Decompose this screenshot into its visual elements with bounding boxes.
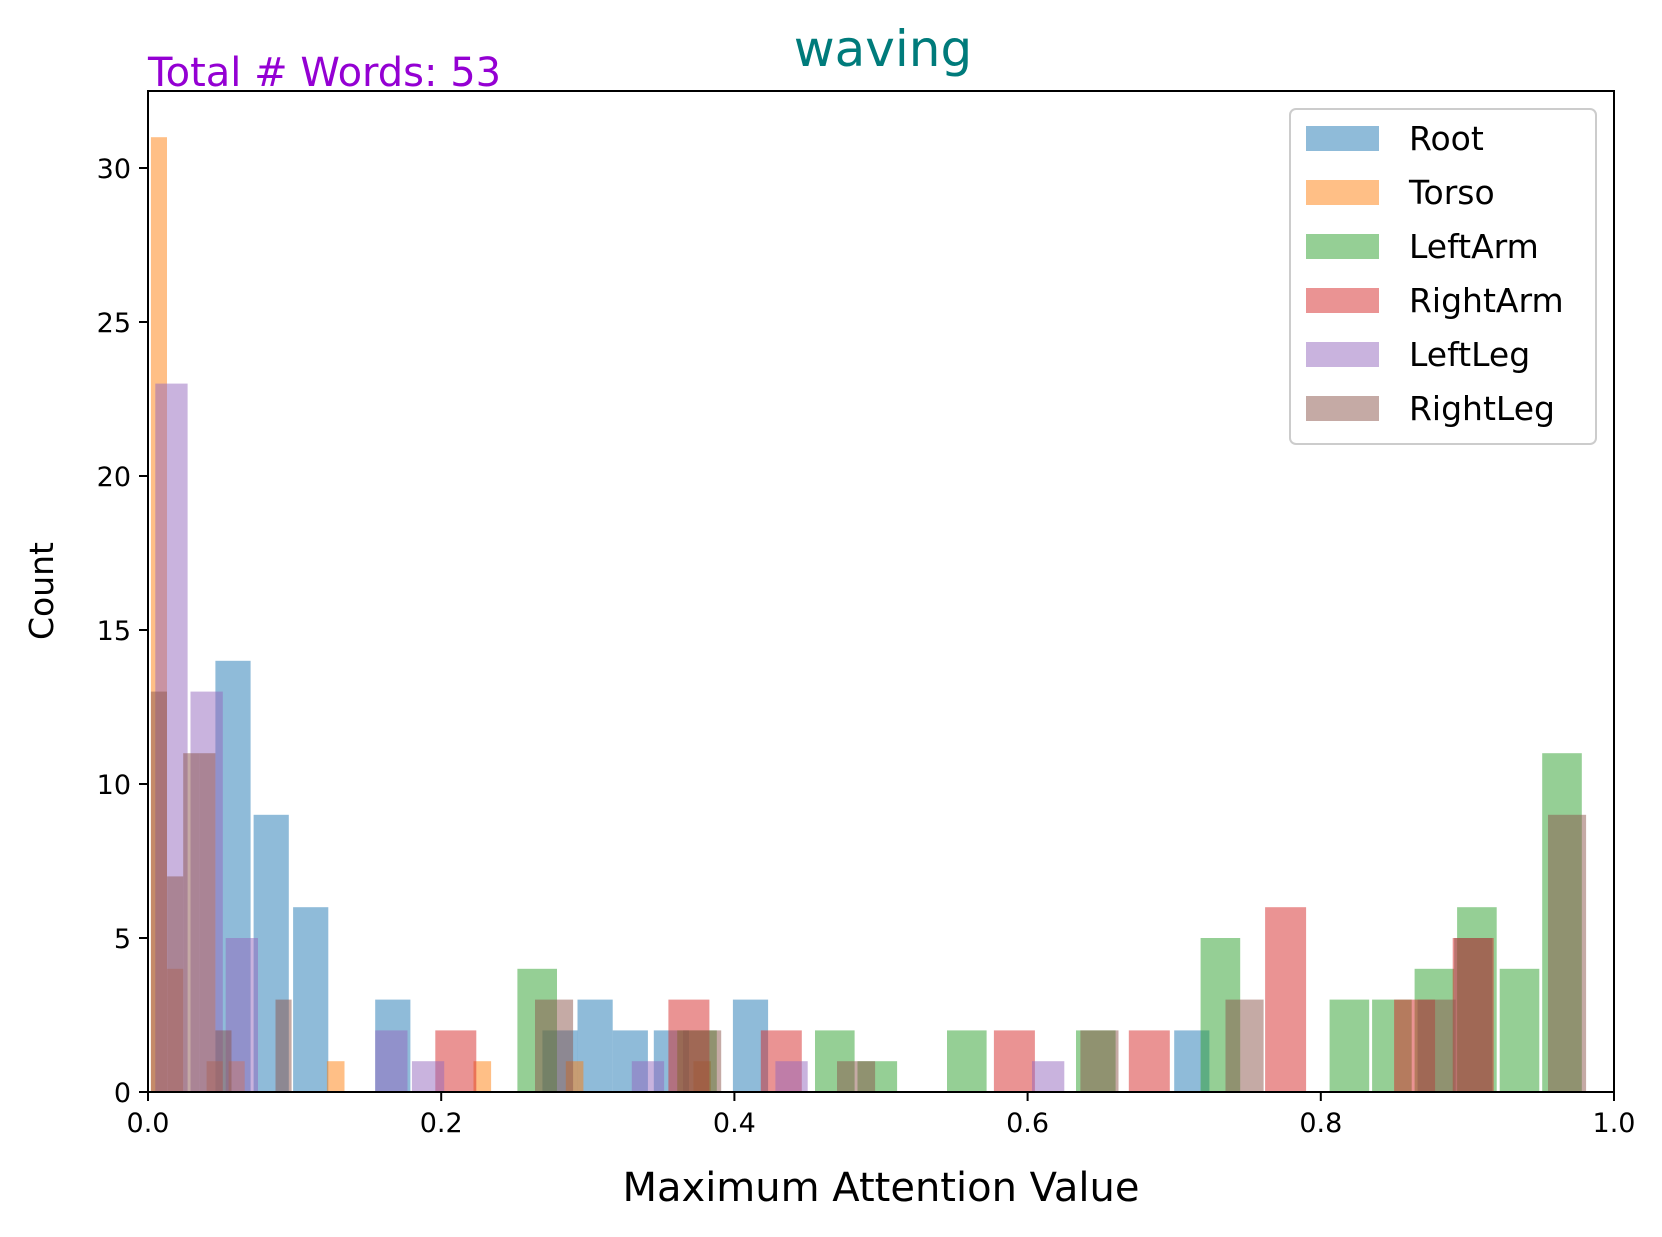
bar-leftleg xyxy=(631,1061,665,1092)
legend-swatch-rightleg xyxy=(1306,396,1379,421)
x-axis-label: Maximum Attention Value xyxy=(623,1165,1140,1211)
legend-label-rightarm: RightArm xyxy=(1409,281,1564,320)
y-tick-label: 15 xyxy=(97,616,131,647)
bar-leftleg xyxy=(411,1061,445,1092)
bar-rightleg xyxy=(199,753,216,1092)
x-tick-label: 0.0 xyxy=(127,1108,170,1139)
bar-leftarm xyxy=(947,1030,987,1092)
bar-root xyxy=(293,907,329,1092)
y-tick-label: 0 xyxy=(114,1078,131,1109)
plot-frame xyxy=(147,90,1615,1093)
legend-swatch-leftarm xyxy=(1306,234,1379,259)
legend-swatch-torso xyxy=(1306,180,1379,205)
bar-rightarm xyxy=(1128,1030,1170,1092)
y-tick-label: 25 xyxy=(97,308,131,339)
chart-title: waving xyxy=(794,20,972,78)
series-root xyxy=(215,660,1210,1092)
legend-swatch-rightarm xyxy=(1306,288,1379,313)
legend: Root Torso LeftArm RightArm LeftLeg RightLeg xyxy=(1289,108,1597,445)
x-tick-label: 0.8 xyxy=(1299,1108,1342,1139)
bar-leftarm xyxy=(1499,968,1540,1092)
bar-rightleg xyxy=(1454,938,1493,1092)
bar-rightleg xyxy=(837,1061,876,1092)
legend-label-leftleg: LeftLeg xyxy=(1409,335,1530,374)
bar-rightleg xyxy=(1080,1030,1119,1092)
legend-label-rightleg: RightLeg xyxy=(1409,389,1555,428)
total-words-annotation: Total # Words: 53 xyxy=(147,50,501,96)
bar-rightleg xyxy=(150,691,167,1092)
y-tick-label: 10 xyxy=(97,770,131,801)
bar-rightleg xyxy=(183,753,200,1092)
bar-rightleg xyxy=(683,1030,722,1092)
series-rightleg xyxy=(150,691,1587,1092)
y-tick-label: 5 xyxy=(114,924,131,955)
x-axis: 0.0 0.2 0.4 0.6 0.8 1.0 xyxy=(127,1092,1636,1139)
bar-leftleg xyxy=(775,1061,808,1092)
x-tick-label: 0.6 xyxy=(1006,1108,1049,1139)
legend-swatch-leftleg xyxy=(1306,342,1379,367)
x-tick-label: 0.2 xyxy=(420,1108,463,1139)
x-tick-label: 0.4 xyxy=(713,1108,756,1139)
bar-rightleg xyxy=(1417,999,1456,1092)
bar-rightleg xyxy=(535,999,574,1092)
bar-rightleg xyxy=(215,1030,232,1092)
bar-leftleg xyxy=(1032,1061,1065,1092)
bar-leftleg xyxy=(375,1030,408,1092)
y-tick-label: 20 xyxy=(97,462,131,493)
legend-label-leftarm: LeftArm xyxy=(1409,227,1539,266)
y-axis-label: Count xyxy=(22,542,61,640)
bar-leftarm xyxy=(1329,999,1370,1092)
y-tick-label: 30 xyxy=(97,154,131,185)
legend-label-torso: Torso xyxy=(1408,173,1495,212)
bars-layer xyxy=(150,137,1587,1093)
bar-rightarm xyxy=(993,1030,1035,1092)
bar-rightarm xyxy=(1265,907,1307,1092)
bar-rightleg xyxy=(275,999,292,1092)
bar-torso xyxy=(473,1061,492,1092)
bar-rightleg xyxy=(167,876,184,1092)
y-axis: 0 5 10 15 20 25 30 xyxy=(97,154,148,1109)
series-leftleg xyxy=(155,383,1065,1093)
legend-swatch-root xyxy=(1306,126,1379,151)
x-tick-label: 1.0 xyxy=(1593,1108,1636,1139)
bar-rightleg xyxy=(1548,814,1587,1092)
bar-rightleg xyxy=(1225,999,1264,1092)
bar-torso xyxy=(326,1061,345,1092)
legend-label-root: Root xyxy=(1409,119,1484,158)
